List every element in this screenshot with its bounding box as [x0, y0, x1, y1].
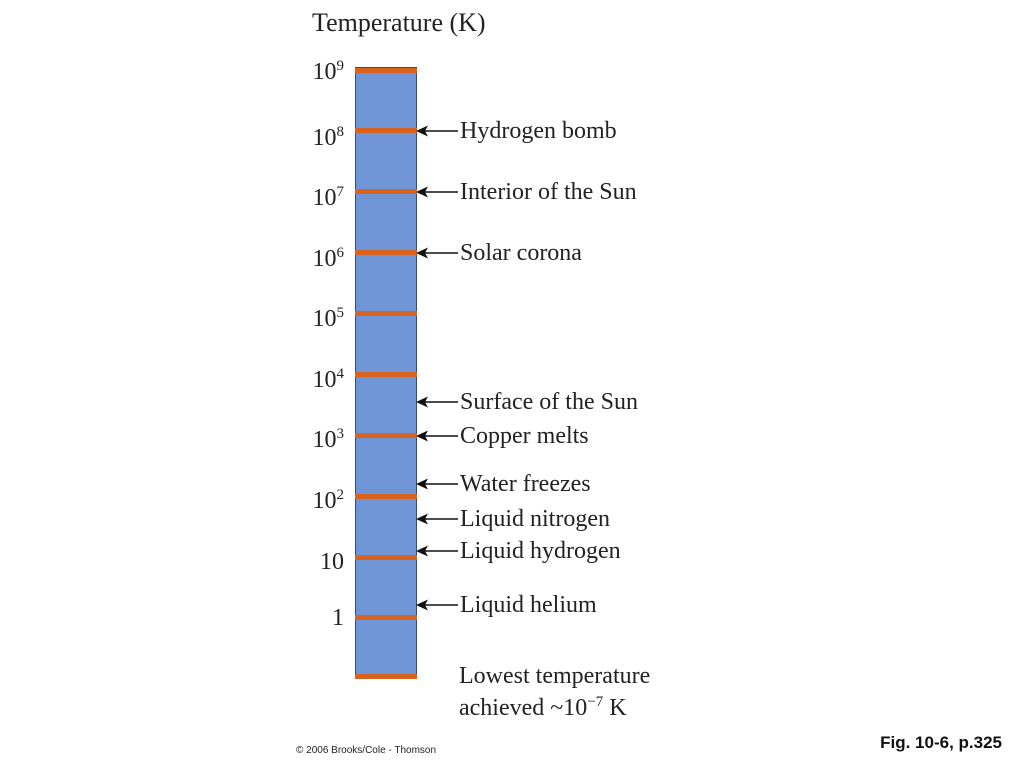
annotation-label: Hydrogen bomb — [460, 118, 617, 144]
tick-label-1e4: 104 — [312, 366, 345, 393]
left-arrow-icon — [416, 186, 458, 198]
tick-label-1e9: 109 — [312, 58, 345, 85]
tick-label-1e2: 102 — [312, 487, 345, 514]
annotation-label: Liquid hydrogen — [460, 538, 621, 564]
left-arrow-icon — [416, 513, 458, 525]
tick-1e9 — [355, 68, 417, 73]
tick-1e2 — [355, 494, 417, 499]
tick-label-1e6: 106 — [312, 245, 345, 272]
annotation-liquid-nitrogen: Liquid nitrogen — [416, 507, 610, 531]
annotation-label: Liquid nitrogen — [460, 506, 610, 532]
figure-reference: Fig. 10-6, p.325 — [880, 733, 1002, 752]
annotation-copper-melts: Copper melts — [416, 424, 589, 448]
tick-label-1e8: 108 — [312, 124, 345, 151]
annotation-label: Surface of the Sun — [460, 389, 638, 415]
annotation-label: Liquid helium — [460, 592, 597, 618]
annotation-solar-corona: Solar corona — [416, 241, 582, 265]
lowest-line-1: Lowest temperature — [459, 663, 651, 689]
tick-bottom — [355, 674, 417, 679]
tick-label-1: 1 — [332, 605, 344, 631]
left-arrow-icon — [416, 478, 458, 490]
annotation-label: Water freezes — [460, 471, 591, 497]
tick-1e0 — [355, 615, 417, 620]
left-arrow-icon — [416, 396, 458, 408]
annotation-liquid-helium: Liquid helium — [416, 593, 597, 617]
left-arrow-icon — [416, 430, 458, 442]
lowest-temperature-note: Lowest temperature achieved ~10−7 K — [459, 660, 650, 724]
tick-label-1e7: 107 — [312, 184, 345, 211]
tick-label-1e5: 105 — [312, 305, 345, 332]
copyright-notice: © 2006 Brooks/Cole - Thomson — [296, 745, 437, 756]
annotation-water-freezes: Water freezes — [416, 472, 591, 496]
annotation-label: Copper melts — [460, 423, 589, 449]
annotation-interior-of-sun: Interior of the Sun — [416, 180, 637, 204]
tick-1e3 — [355, 433, 417, 438]
left-arrow-icon — [416, 599, 458, 611]
tick-1e7 — [355, 189, 417, 194]
tick-1e4 — [355, 372, 417, 377]
diagram-title: Temperature (K) — [312, 8, 486, 37]
tick-1e8 — [355, 128, 417, 133]
left-arrow-icon — [416, 247, 458, 259]
annotation-hydrogen-bomb: Hydrogen bomb — [416, 119, 617, 143]
annotation-label: Solar corona — [460, 240, 582, 266]
annotation-surface-of-sun: Surface of the Sun — [416, 390, 638, 414]
tick-label-10: 10 — [320, 549, 344, 575]
tick-label-1e3: 103 — [312, 426, 345, 453]
annotation-label: Interior of the Sun — [460, 179, 637, 205]
left-arrow-icon — [416, 125, 458, 137]
tick-1e5 — [355, 311, 417, 316]
left-arrow-icon — [416, 545, 458, 557]
annotation-liquid-hydrogen: Liquid hydrogen — [416, 539, 621, 563]
tick-1e6 — [355, 250, 417, 255]
lowest-line-2: achieved ~10−7 K — [459, 694, 627, 722]
tick-1e1 — [355, 555, 417, 560]
